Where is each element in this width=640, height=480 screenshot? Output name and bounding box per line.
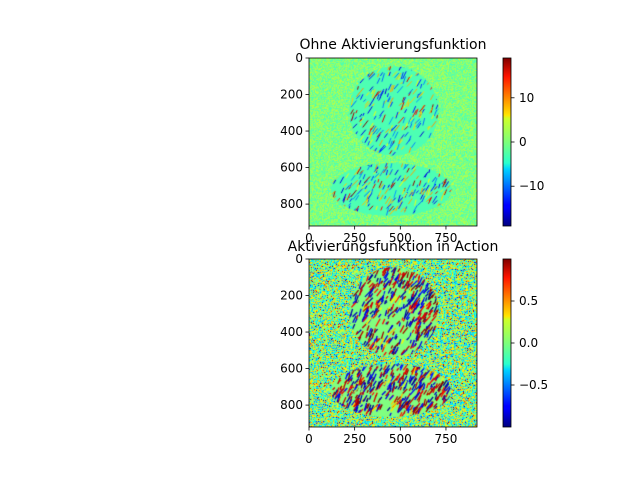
heatmap-panel-top: Ohne Aktivierungsfunktion 0 250 500 750 0 200… bbox=[280, 37, 544, 245]
y-tick-label: 400 bbox=[280, 124, 303, 138]
y-tick-label: 200 bbox=[280, 289, 303, 303]
axes: 0 250 500 750 0 200 400 600 800 bbox=[280, 252, 457, 446]
x-tick-label: 750 bbox=[435, 432, 458, 446]
plot-frame bbox=[308, 57, 478, 227]
y-tick-label: 800 bbox=[280, 398, 303, 412]
colorbar-tick-label: −10 bbox=[519, 179, 544, 193]
x-tick-label: 750 bbox=[435, 231, 458, 245]
x-tick-label: 250 bbox=[343, 432, 366, 446]
x-tick-label: 0 bbox=[305, 432, 313, 446]
colorbar: −10 0 10 bbox=[502, 57, 544, 227]
colorbar-tick-label: 10 bbox=[519, 91, 534, 105]
colorbar-tick-label: 0 bbox=[519, 135, 527, 149]
axes: 0 250 500 750 0 200 400 600 800 bbox=[280, 51, 457, 245]
y-tick-label: 0 bbox=[295, 51, 303, 65]
colorbar: −0.5 0.0 0.5 bbox=[502, 258, 548, 428]
chart-title: Aktivierungsfunktion in Action bbox=[288, 239, 499, 255]
heatmap-image bbox=[309, 58, 477, 226]
chart-title: Ohne Aktivierungsfunktion bbox=[300, 37, 487, 53]
y-tick-label: 600 bbox=[280, 161, 303, 175]
x-tick-label: 250 bbox=[343, 231, 366, 245]
x-tick-label: 0 bbox=[305, 231, 313, 245]
heatmap-image bbox=[309, 259, 477, 427]
x-tick-label: 500 bbox=[389, 432, 412, 446]
y-tick-label: 800 bbox=[280, 197, 303, 211]
colorbar-gradient bbox=[502, 258, 512, 428]
y-tick-label: 400 bbox=[280, 325, 303, 339]
colorbar-gradient bbox=[502, 57, 512, 227]
y-tick-label: 200 bbox=[280, 88, 303, 102]
heatmap-raster bbox=[309, 259, 477, 427]
colorbar-tick-label: −0.5 bbox=[519, 378, 548, 392]
x-tick-label: 500 bbox=[389, 231, 412, 245]
colorbar-tick-label: 0.0 bbox=[519, 336, 538, 350]
y-tick-label: 600 bbox=[280, 362, 303, 376]
colorbar-tick-label: 0.5 bbox=[519, 294, 538, 308]
plot-frame bbox=[308, 258, 478, 428]
heatmap-panel-bottom: Aktivierungsfunktion in Action 0 250 500 75… bbox=[280, 239, 548, 446]
y-tick-label: 0 bbox=[295, 252, 303, 266]
heatmap-raster bbox=[309, 58, 477, 226]
